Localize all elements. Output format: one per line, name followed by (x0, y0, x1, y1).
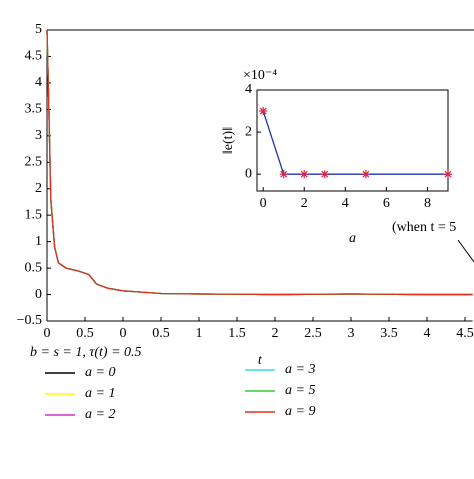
series-line (262, 110, 448, 175)
legend-title: b = s = 1, τ(t) = 0.5 (30, 345, 142, 360)
x-tick-label: 0.5 (152, 326, 170, 341)
legend-label: a = 0 (85, 365, 115, 380)
y-tick-label: 2 (35, 181, 42, 196)
y-tick-label: 2 (245, 124, 252, 139)
y-axis-label: ‖e(t)‖ (221, 127, 236, 154)
y-tick-label: 3.5 (25, 102, 43, 117)
y-tick-label: 0.5 (25, 260, 43, 275)
legend-label: a = 3 (285, 362, 315, 377)
marker (259, 107, 268, 116)
x-tick-label: 8 (424, 196, 431, 211)
series-line (46, 29, 473, 296)
x-tick-label: 0 (260, 196, 267, 211)
x-tick-label: 2 (301, 196, 308, 211)
marker-stroke (321, 170, 329, 178)
marker (279, 170, 288, 179)
x-tick-label: 6 (383, 196, 390, 211)
marker-stroke (362, 170, 370, 178)
x-axis-label: a (349, 231, 356, 246)
y-tick-label: 0 (245, 166, 252, 181)
y-multiplier: ×10⁻⁴ (243, 68, 277, 83)
y-tick-label: 4 (35, 75, 42, 90)
y-tick-label: 1.5 (25, 207, 43, 222)
x-axis-label: t (258, 353, 263, 368)
x-tick-label: 4.5 (456, 326, 474, 341)
marker-stroke (259, 107, 267, 115)
marker-stroke (444, 170, 452, 178)
x-tick-label: 3.5 (380, 326, 398, 341)
annotation-arrow (457, 239, 474, 263)
marker (300, 170, 309, 179)
marker (361, 170, 370, 179)
legend-label: a = 1 (85, 386, 115, 401)
legend-label: a = 5 (285, 383, 315, 398)
y-tick-label: 0 (35, 287, 42, 302)
x-tick-label: 2.5 (304, 326, 322, 341)
annotation: (when t = 5 (392, 220, 456, 235)
y-tick-label: 4 (245, 82, 252, 97)
legend-label: a = 2 (85, 407, 115, 422)
x-tick-label: 1.5 (228, 326, 246, 341)
y-tick-label: −0.5 (17, 313, 42, 328)
x-tick-label: 2 (272, 326, 279, 341)
x-tick-label: 4 (424, 326, 431, 341)
y-tick-label: 4.5 (25, 49, 43, 64)
marker-stroke (280, 170, 288, 178)
y-tick-label: 1 (35, 234, 42, 249)
x-tick-label: 1 (196, 326, 203, 341)
y-tick-label: 2.5 (25, 154, 43, 169)
legend-label: a = 9 (285, 404, 315, 419)
x-tick-label: 0 (44, 326, 51, 341)
marker (320, 170, 329, 179)
x-tick-label: 0 (120, 326, 127, 341)
x-tick-label: 0.5 (76, 326, 94, 341)
marker-stroke (300, 170, 308, 178)
x-tick-label: 4 (342, 196, 349, 211)
marker (444, 170, 452, 179)
y-tick-label: 5 (35, 22, 42, 37)
x-tick-label: 3 (348, 326, 355, 341)
y-tick-label: 3 (35, 128, 42, 143)
